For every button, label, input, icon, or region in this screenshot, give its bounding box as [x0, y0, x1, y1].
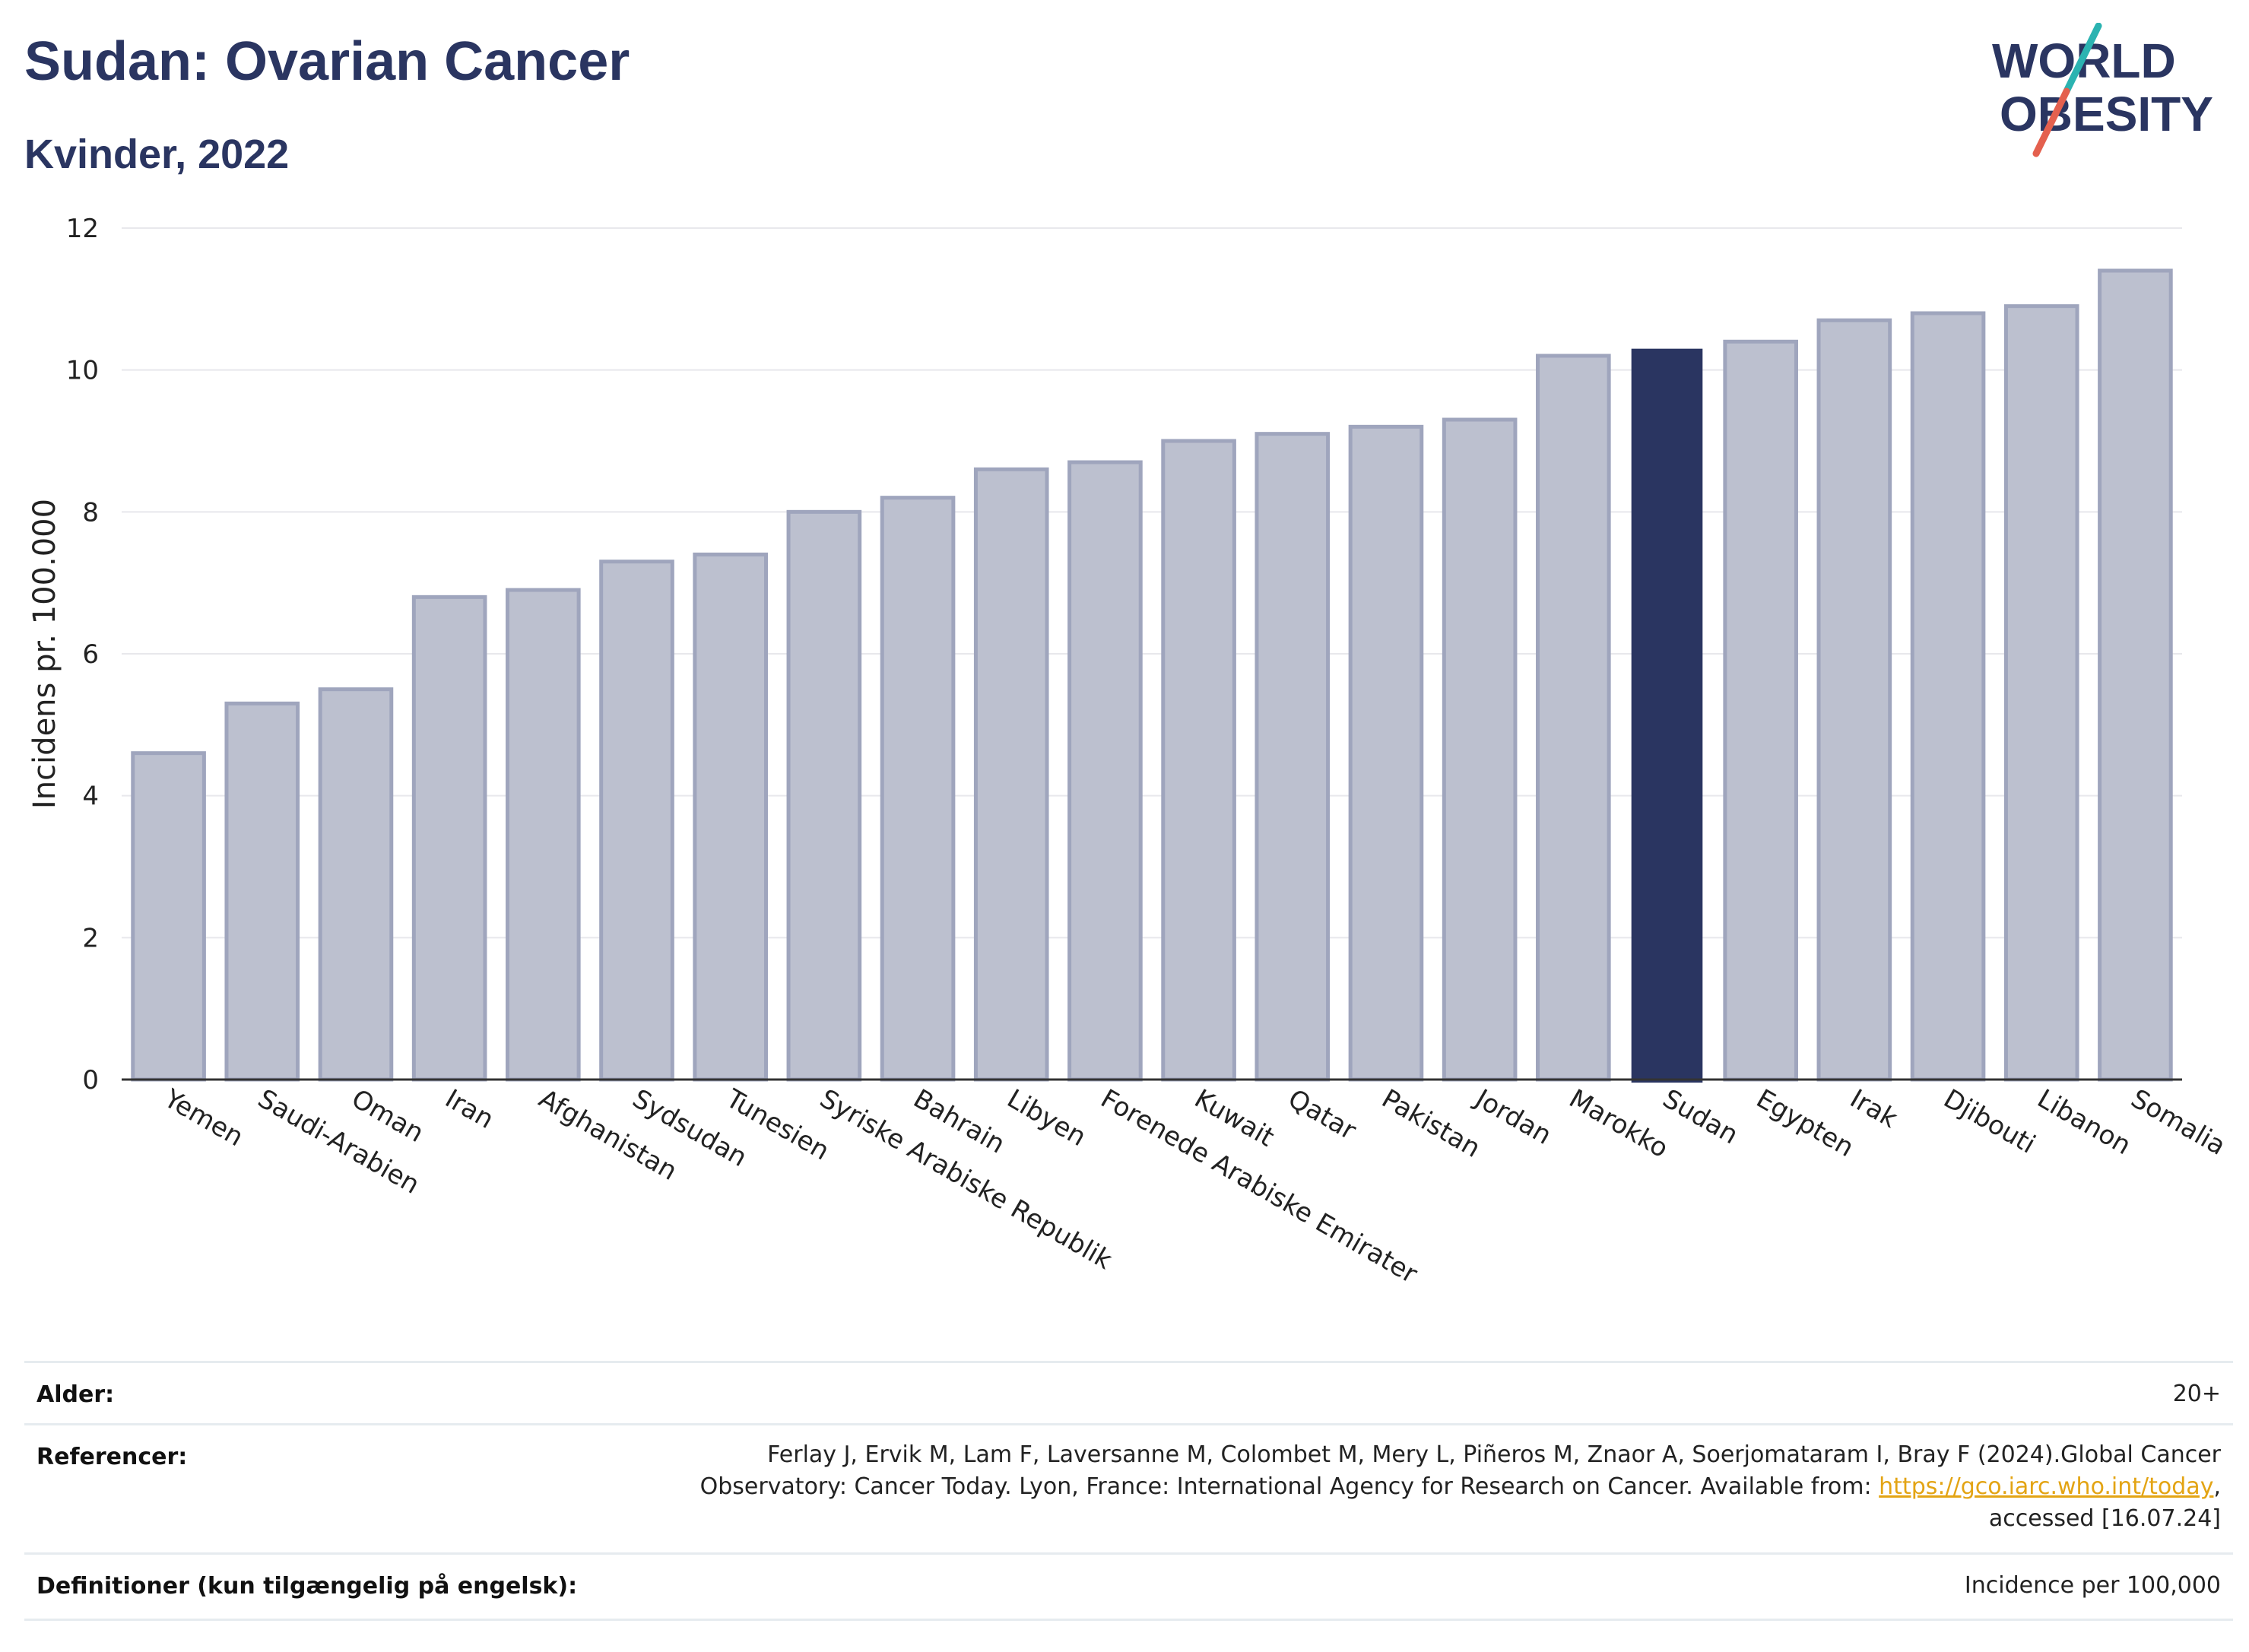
metadata-table: Alder: 20+ Referencer: Ferlay J, Ervik M… [24, 1361, 2233, 1621]
references-line2-prefix: Observatory: Cancer Today. Lyon, France:… [699, 1473, 1879, 1500]
x-tick-label: Libanon [2032, 1083, 2136, 1161]
bar [1442, 417, 1518, 1082]
x-tick-label: Yemen [158, 1083, 249, 1153]
bar [1536, 354, 1611, 1082]
y-tick-label: 8 [82, 497, 99, 528]
age-label: Alder: [36, 1381, 115, 1408]
meta-row-references: Referencer: Ferlay J, Ervik M, Lam F, La… [24, 1423, 2233, 1555]
bar [880, 496, 956, 1082]
bar [1161, 439, 1236, 1082]
bar [224, 701, 300, 1082]
references-value: Ferlay J, Ervik M, Lam F, Laversanne M, … [700, 1439, 2221, 1535]
bar [599, 560, 674, 1082]
bar [973, 467, 1049, 1082]
x-tick-label: Iran [440, 1083, 499, 1135]
bar [1723, 339, 1798, 1082]
definitions-label: Definitioner (kun tilgængelig på engelsk… [36, 1573, 578, 1600]
references-line2-suffix: , [2213, 1473, 2221, 1500]
bar-chart: 0 2 4 6 8 10 12 Incidens pr. 100.000 Yemen Saudi-… [27, 214, 2231, 1289]
y-tick-label: 10 [66, 356, 99, 386]
references-line3: accessed [16.07.24] [1988, 1505, 2221, 1532]
x-tick-label: Qatar [1283, 1083, 1361, 1146]
bar [1631, 348, 1703, 1083]
x-tick-label: Irak [1845, 1083, 1902, 1134]
x-tick-label: Saudi-Arabien [252, 1083, 424, 1200]
definitions-value: Incidence per 100,000 [1964, 1572, 2221, 1599]
references-line1: Ferlay J, Ervik M, Lam F, Laversanne M, … [767, 1441, 2221, 1468]
y-tick-label: 2 [82, 923, 99, 953]
chart-title: Sudan: Ovarian Cancer [24, 31, 630, 92]
bar [506, 588, 581, 1082]
meta-row-age: Alder: 20+ [24, 1361, 2233, 1425]
x-tick-label: Somalia [2126, 1083, 2231, 1162]
bar [1348, 424, 1424, 1082]
chart-subtitle: Kvinder, 2022 [24, 132, 290, 177]
references-label: Referencer: [36, 1444, 188, 1470]
age-value: 20+ [2172, 1381, 2221, 1407]
bar [1910, 311, 1986, 1082]
x-tick-label: Egypten [1751, 1083, 1859, 1163]
bar [693, 552, 768, 1082]
bar [1816, 318, 1892, 1082]
bar [131, 751, 206, 1082]
y-tick-label: 0 [82, 1065, 99, 1096]
references-line2: Observatory: Cancer Today. Lyon, France:… [700, 1471, 2221, 1503]
meta-row-definitions: Definitioner (kun tilgængelig på engelsk… [24, 1552, 2233, 1621]
y-tick-label: 6 [82, 639, 99, 670]
bar [2098, 268, 2173, 1082]
bar [2003, 304, 2079, 1082]
x-tick-label: Marokko [1564, 1083, 1673, 1164]
logo-slash-coral [2032, 87, 2070, 157]
references-link[interactable]: https://gco.iarc.who.int/today [1879, 1473, 2214, 1500]
x-tick-label: Djibouti [1939, 1083, 2041, 1160]
y-tick-label: 12 [66, 214, 99, 244]
bar [411, 595, 487, 1082]
x-tick-label: Libyen [1002, 1083, 1091, 1153]
bar [318, 687, 394, 1082]
y-axis-title: Incidens pr. 100.000 [27, 499, 62, 809]
y-tick-label: 4 [82, 782, 99, 812]
bar [1255, 432, 1331, 1082]
x-tick-label: Pakistan [1376, 1083, 1485, 1164]
logo-line2: OBESITY [2000, 87, 2213, 141]
world-obesity-logo: WORLD OBESITY [1992, 23, 2213, 157]
bar [1067, 460, 1143, 1082]
bar [786, 509, 862, 1082]
logo-slash-teal [2063, 23, 2102, 95]
